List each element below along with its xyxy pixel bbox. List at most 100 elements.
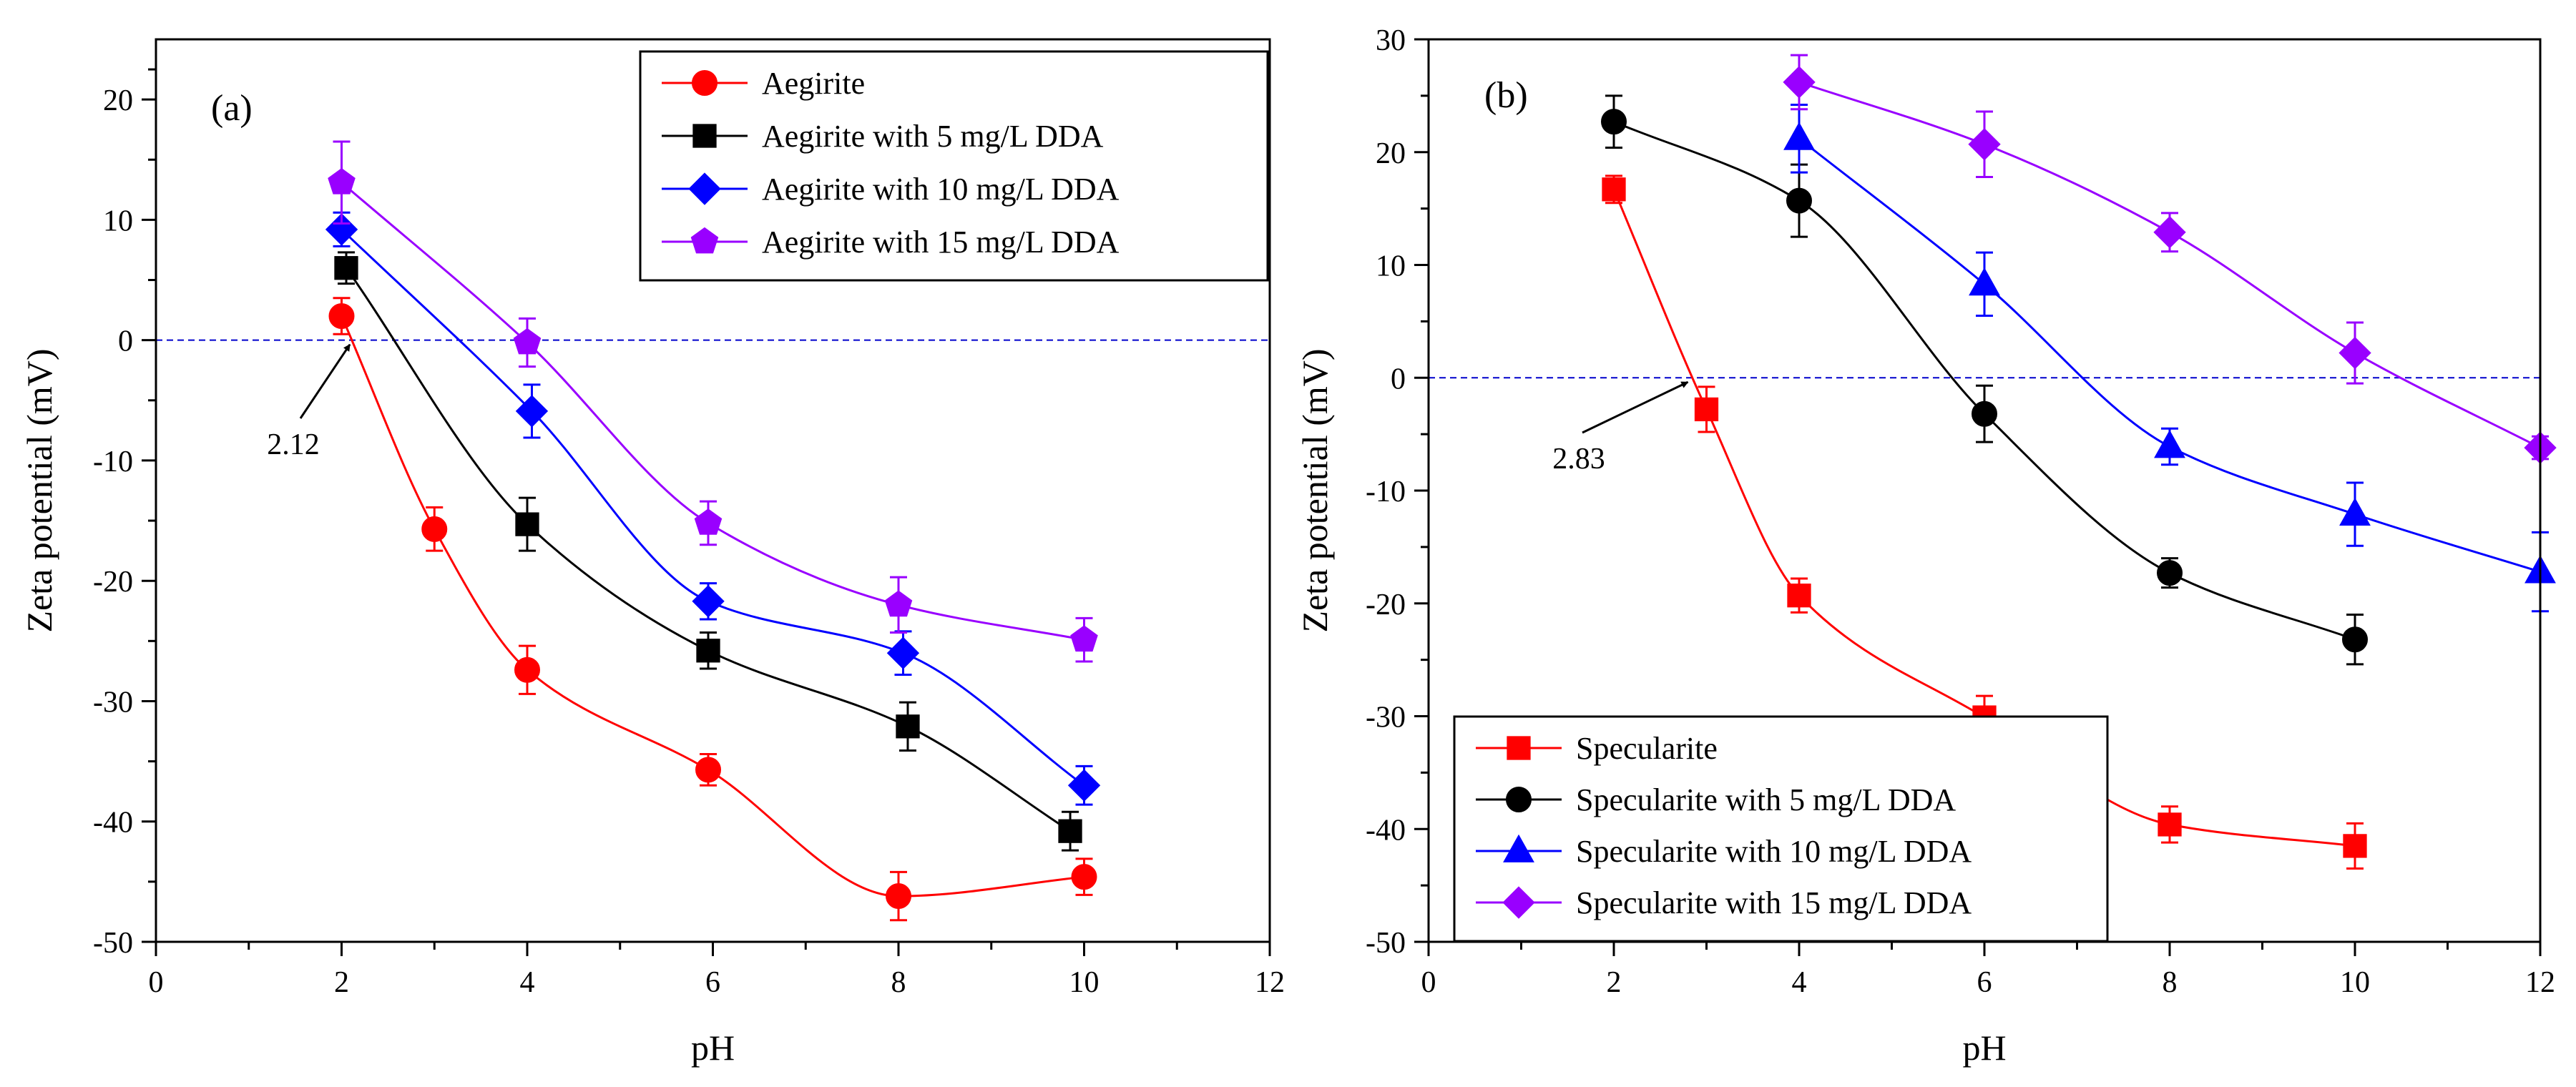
data-point [2339, 497, 2371, 526]
series-1 [328, 297, 1097, 922]
data-point [2153, 216, 2186, 249]
y-tick-label: -50 [1366, 927, 1406, 960]
series-line [1613, 120, 2356, 641]
series-line [1798, 81, 2540, 449]
x-axis-title: pH [691, 1028, 735, 1068]
y-tick-label: -40 [1366, 814, 1406, 847]
legend-label: Specularite with 10 mg/L DDA [1576, 834, 1972, 869]
data-point [886, 883, 911, 910]
data-point [694, 508, 723, 535]
data-point [2342, 626, 2368, 653]
data-point [513, 328, 542, 355]
panel-label: (a) [211, 88, 253, 129]
data-point [334, 256, 358, 280]
y-tick-label: 10 [103, 205, 133, 237]
legend-label: Aegirite with 5 mg/L DDA [762, 119, 1104, 154]
legend-marker [688, 172, 721, 205]
x-tick-label: 12 [2525, 966, 2555, 999]
panel-a-chart: 0 2 4 6 8 10 12 -50 -40 -30 -20 -10 0 10 20 pH Zeta pote… [19, 38, 1285, 1068]
data-point [1694, 397, 1719, 422]
legend-label: Specularite [1576, 731, 1718, 766]
x-tick-label: 4 [520, 966, 535, 999]
panel-label: (b) [1484, 75, 1528, 116]
y-tick-label: 20 [103, 84, 133, 117]
legend-label: Specularite with 15 mg/L DDA [1576, 885, 1972, 920]
data-point [1783, 66, 1816, 99]
annotation-arrow [1582, 380, 1689, 434]
data-point [1070, 625, 1098, 652]
legend-box [639, 50, 1269, 282]
legend-marker [1502, 886, 1535, 919]
x-tick-label: 10 [2340, 966, 2370, 999]
data-point [1067, 769, 1101, 802]
data-point [2154, 430, 2185, 458]
y-tick-label: -10 [93, 446, 133, 478]
series-line [341, 228, 1085, 787]
y-tick-label: 0 [1391, 363, 1406, 395]
data-point [1058, 819, 1082, 843]
data-point [884, 590, 913, 617]
data-point [328, 303, 355, 330]
x-tick-label: 4 [1792, 966, 1807, 999]
data-point [515, 395, 549, 428]
x-tick-label: 6 [1977, 966, 1992, 999]
series-2 [1601, 94, 2368, 666]
legend-marker [690, 227, 719, 254]
series-line [1798, 137, 2540, 574]
y-tick-label: -40 [93, 807, 133, 840]
series-4 [328, 140, 1098, 663]
series-3 [1783, 103, 2556, 613]
x-tick-label: 6 [705, 966, 720, 999]
data-point [514, 656, 540, 683]
legend-marker [692, 70, 718, 96]
series-2 [334, 251, 1082, 852]
legend-label: Aegirite with 15 mg/L DDA [762, 225, 1120, 260]
data-point [1601, 109, 1627, 135]
legend: Specularite Specularite with 5 mg/L DDA Sp… [1453, 715, 2109, 943]
data-point [695, 757, 722, 783]
legend: Aegirite Aegirite with 5 mg/L DDA Aegirite… [639, 50, 1269, 282]
data-point [896, 714, 920, 739]
annotation-label: 2.83 [1552, 443, 1605, 476]
data-point [328, 167, 356, 195]
data-point [1969, 267, 2000, 296]
data-point [886, 636, 920, 669]
data-point [2339, 336, 2371, 370]
y-tick-label: 0 [118, 325, 133, 358]
y-tick-label: -20 [93, 566, 133, 599]
legend-marker [1503, 834, 1534, 862]
data-point [2157, 560, 2183, 586]
legend-marker [692, 124, 717, 148]
x-tick-label: 10 [1069, 966, 1100, 999]
x-tick-label: 0 [149, 966, 164, 999]
data-point [421, 516, 448, 542]
data-point [1602, 177, 1626, 202]
legend-label: Specularite with 5 mg/L DDA [1576, 782, 1956, 817]
data-point [325, 213, 358, 246]
legend-marker [1506, 787, 1532, 812]
y-tick-label: -20 [1366, 589, 1406, 621]
x-axis-title: pH [1962, 1028, 2006, 1068]
series-line [1612, 189, 2356, 847]
y-tick-label: -50 [93, 927, 133, 960]
x-tick-label: 2 [1607, 966, 1622, 999]
annotation-label: 2.12 [267, 428, 320, 461]
x-tick-label: 8 [891, 966, 906, 999]
data-point [1786, 187, 1812, 214]
y-tick-label: 30 [1376, 24, 1406, 57]
legend-marker [1507, 736, 1531, 760]
series-3 [325, 211, 1101, 806]
y-tick-label: -30 [1366, 702, 1406, 734]
x-tick-label: 2 [334, 966, 349, 999]
data-point [1071, 864, 1097, 890]
series-line [345, 267, 1071, 832]
panel-b-chart: 0 2 4 6 8 10 12 -50 -40 -30 -20 -10 0 10 20 30 pH Zeta po… [1295, 24, 2557, 1068]
series-4 [1783, 54, 2557, 464]
y-tick-label: 10 [1376, 250, 1406, 283]
data-point [1783, 122, 1815, 150]
data-point [515, 512, 539, 536]
x-tick-label: 12 [1255, 966, 1285, 999]
legend-box [1453, 715, 2109, 943]
y-tick-label: -10 [1366, 476, 1406, 508]
